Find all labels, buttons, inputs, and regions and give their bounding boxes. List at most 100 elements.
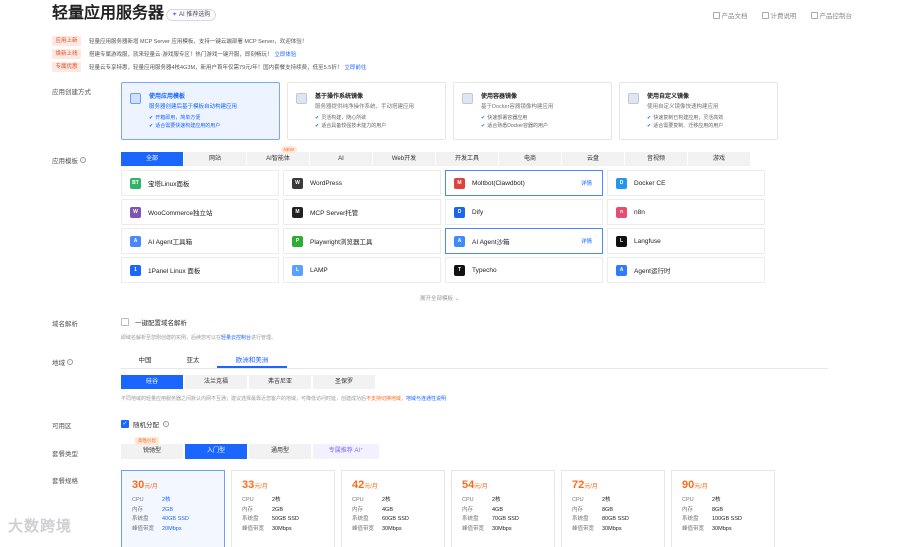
plan-card[interactable]: 72元/月 CPU 2核 内存 8GB 系统盘 80GB SSD 峰值带宽 30Mbps: [561, 470, 665, 547]
tab-europe-americas[interactable]: 欧洲和美洲: [217, 355, 287, 368]
tab-ai-agent[interactable]: AI智能体 NEW: [247, 146, 309, 166]
city-virginia[interactable]: 弗吉尼亚: [249, 375, 311, 389]
console-link[interactable]: 产品控制台: [810, 10, 852, 20]
spec-key: 峰值带宽: [132, 525, 155, 532]
app-template-card[interactable]: M Moltbot(Clawdbot) 详情: [445, 170, 603, 196]
plan-card[interactable]: 30元/月 CPU 2核 内存 2GB 系统盘 40GB SSD 峰值带宽 20Mbps: [121, 470, 225, 547]
method-benefit: ✔ 适合需要快速构建应用的用户: [149, 122, 271, 130]
template-label: 应用模板 i: [52, 155, 86, 165]
tab-dev-tools[interactable]: 开发工具: [436, 152, 498, 166]
tab-website[interactable]: 网站: [184, 152, 246, 166]
app-name: WordPress: [310, 179, 343, 187]
method-container-image[interactable]: 使用容器镜像 基于Docker容器镜像构建应用 ✔ 快速部署容器应用 ✔ 适合熟悉D…: [453, 82, 612, 140]
app-template-card[interactable]: n n8n: [607, 199, 765, 225]
benefit-text: 开箱即用，简单方便: [155, 115, 201, 121]
app-template-card[interactable]: W WordPress: [283, 170, 441, 196]
tab-general[interactable]: 通用型: [249, 444, 311, 459]
app-template-card[interactable]: D Docker CE: [607, 170, 765, 196]
document-icon: [712, 11, 720, 19]
ai-recommend-badge[interactable]: ✦ AI 推荐选购: [166, 9, 217, 21]
spec-value: 30Mbps: [602, 525, 622, 532]
app-template-card[interactable]: L Langfuse: [607, 228, 765, 254]
city-frankfurt[interactable]: 法兰克福: [185, 375, 247, 389]
app-template-card[interactable]: BT 宝塔Linux面板: [121, 170, 279, 196]
app-template-card[interactable]: A AI Agent沙箱 详情: [445, 228, 603, 254]
tab-china[interactable]: 中国: [138, 357, 152, 364]
tab-games[interactable]: 游戏: [688, 152, 750, 166]
method-benefit: ✔ 灵活构建，随心所欲: [315, 114, 437, 122]
tab-ruichi-label: 锐驰型: [142, 448, 161, 454]
plan-spec-disk: 系统盘 70GB SSD: [462, 515, 554, 525]
tab-exclusive-ai[interactable]: 专属推荐 AI⁺: [313, 444, 379, 459]
app-name: Langfuse: [634, 237, 661, 245]
method-custom-image[interactable]: 使用自定义镜像 使用自定义镜像快速构建应用 ✔ 快速复制已构建应用，灵活高效 ✔ 适…: [619, 82, 778, 140]
spec-key: 系统盘: [242, 516, 259, 522]
plan-card[interactable]: 33元/月 CPU 2核 内存 2GB 系统盘 50GB SSD 峰值带宽 30Mbps: [231, 470, 335, 547]
tab-entry[interactable]: 入门型: [185, 444, 247, 459]
tab-all[interactable]: 全部: [121, 152, 183, 166]
billing-link[interactable]: 计费说明: [761, 10, 797, 20]
method-os-image[interactable]: 基于操作系统镜像 服务器提供纯净操作系统，手动搭建应用 ✔ 灵活构建，随心所欲 ✔…: [287, 82, 446, 140]
spec-value: 60GB SSD: [382, 516, 409, 522]
top-links: 产品文档 计费说明 产品控制台: [712, 10, 852, 20]
info-icon[interactable]: i: [163, 421, 169, 427]
tab-ai[interactable]: AI: [310, 152, 372, 166]
method-benefit: ✔ 适合熟悉Docker容器的用户: [481, 122, 603, 130]
plan-card[interactable]: 42元/月 CPU 2核 内存 4GB 系统盘 60GB SSD 峰值带宽 30Mbps: [341, 470, 445, 547]
info-icon[interactable]: i: [67, 359, 73, 365]
console-link-inline[interactable]: 轻量云控制台: [221, 335, 252, 341]
app-template-card[interactable]: A Agent运行时: [607, 257, 765, 283]
docker-icon: D: [616, 177, 627, 189]
notice-tag: 应用上新: [52, 35, 81, 46]
app-detail-link[interactable]: 详情: [580, 239, 592, 245]
plan-price: 30元/月: [132, 479, 224, 491]
domain-checkbox[interactable]: [121, 318, 129, 326]
tab-cloud-disk[interactable]: 云盘: [562, 152, 624, 166]
info-icon[interactable]: i: [80, 157, 86, 163]
app-template-card[interactable]: T Typecho: [445, 257, 603, 283]
tab-audio-video[interactable]: 音视频: [625, 152, 687, 166]
try-now-link[interactable]: 立即体验: [274, 51, 297, 58]
plan-card[interactable]: 54元/月 CPU 2核 内存 4GB 系统盘 70GB SSD 峰值带宽 30Mbps: [451, 470, 555, 547]
tab-web-dev[interactable]: Web开发: [373, 152, 435, 166]
zone-label-text: 可用区: [52, 423, 72, 430]
app-template-card[interactable]: L LAMP: [283, 257, 441, 283]
spec-key: CPU: [462, 497, 474, 503]
expand-all-templates[interactable]: 展开全部模板 ⌄: [420, 296, 460, 302]
notice-item: 专属优惠 轻量云专享特惠，轻量应用服务器4核4G3M，新用户首年仅需79元/年！…: [52, 60, 852, 73]
go-now-link[interactable]: 立即前往: [344, 64, 367, 71]
app-detail-link[interactable]: 详情: [580, 181, 592, 187]
method-subtitle: 服务器提供纯净操作系统，手动搭建应用: [315, 104, 415, 110]
app-template-card[interactable]: W WooCommerce独立站: [121, 199, 279, 225]
product-docs-link[interactable]: 产品文档: [712, 10, 748, 20]
region-connectivity-link[interactable]: 地域与连通性说明: [406, 396, 447, 402]
spec-value: 2核: [712, 497, 721, 503]
random-zone-checkbox[interactable]: ✓: [121, 420, 129, 428]
city-sao-paulo[interactable]: 圣保罗: [313, 375, 375, 389]
app-template-card[interactable]: P Playwright浏览器工具: [283, 228, 441, 254]
app-template-card[interactable]: 1 1Panel Linux 面板: [121, 257, 279, 283]
notice-list: 应用上新 轻量应用服务器新增 MCP Server 应用模板，支持一键云端部署 …: [52, 34, 852, 73]
template-icon: [130, 93, 141, 104]
plan-spec-disk: 系统盘 80GB SSD: [572, 515, 664, 525]
method-app-template[interactable]: 使用应用模板 服务器创建后基于模板自动构建应用 ✔ 开箱即用，简单方便 ✔ 适合需要…: [121, 82, 280, 140]
city-silicon-valley[interactable]: 硅谷: [121, 375, 183, 389]
app-template-card[interactable]: D Dify: [445, 199, 603, 225]
app-name: Playwright浏览器工具: [310, 239, 373, 246]
method-label-text: 应用创建方式: [52, 89, 91, 96]
tab-ecommerce[interactable]: 电商: [499, 152, 561, 166]
app-template-card[interactable]: A AI Agent工具箱: [121, 228, 279, 254]
benefit-text: 适合需要快速构建应用的用户: [155, 123, 221, 129]
plan-spec-cpu: CPU 2核: [682, 496, 774, 506]
tab-ruichi[interactable]: 高性价比 锐驰型: [121, 437, 183, 459]
app-name: Docker CE: [634, 179, 666, 187]
billing-icon: [761, 11, 769, 19]
benefit-text: 适合熟悉Docker容器的用户: [487, 123, 549, 129]
app-template-card[interactable]: M MCP Server托管: [283, 199, 441, 225]
plan-cards: 30元/月 CPU 2核 内存 2GB 系统盘 40GB SSD 峰值带宽 20Mbps 33元/…: [121, 470, 775, 547]
tab-asia-pacific[interactable]: 亚太: [186, 357, 200, 364]
city-options: 硅谷 法兰克福 弗吉尼亚 圣保罗: [121, 375, 375, 389]
benefit-text: 快速部署容器应用: [487, 115, 528, 121]
plan-card[interactable]: 90元/月 CPU 2核 内存 8GB 系统盘 100GB SSD 峰值带宽 30Mbps: [671, 470, 775, 547]
method-benefit: ✔ 快速部署容器应用: [481, 114, 603, 122]
